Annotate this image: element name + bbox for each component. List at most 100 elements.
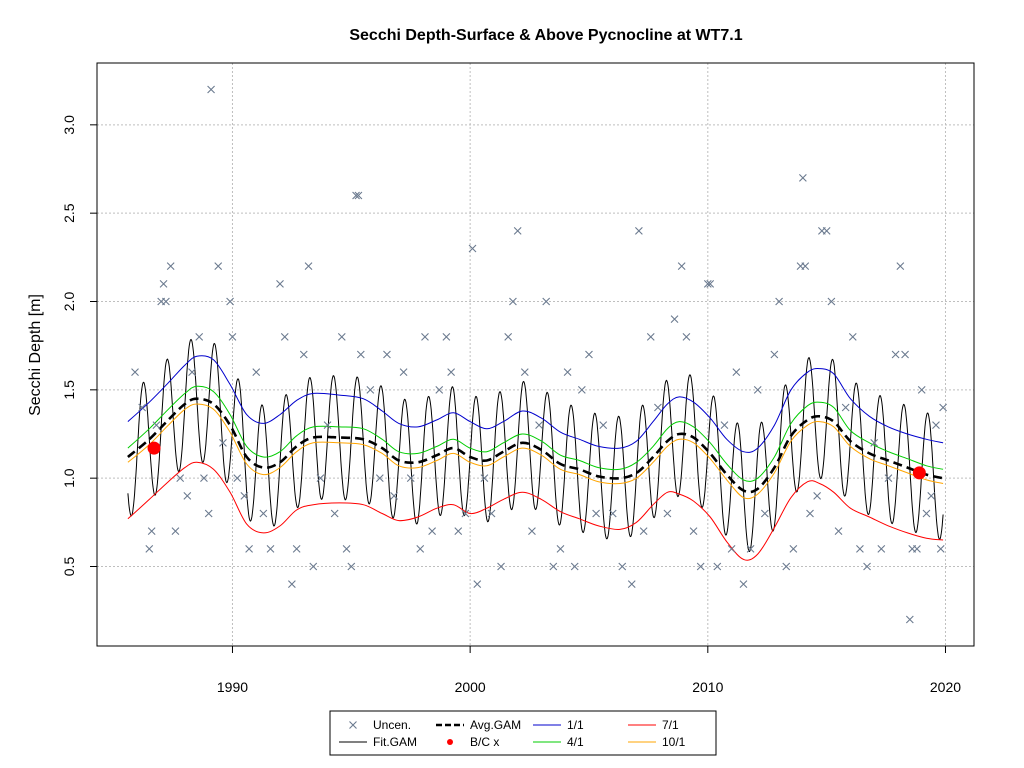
observation-point [520, 368, 529, 377]
y-tick-label: 0.5 [61, 557, 77, 577]
observation-point [316, 474, 325, 483]
observation-point [732, 368, 741, 377]
observation-point [309, 562, 318, 571]
observation-point [416, 544, 425, 553]
observation-point [487, 509, 496, 518]
observation-point [226, 297, 234, 306]
observation-point [528, 527, 536, 536]
observation-point [228, 332, 237, 341]
series-line-ci-7-1 [127, 461, 944, 561]
observation-point [556, 544, 565, 553]
observation-point [549, 562, 558, 571]
observation-point [577, 385, 586, 394]
bc-x-point [912, 466, 926, 480]
legend-entry-ci-7-1: 7/1 [628, 718, 679, 732]
observation-point [877, 544, 886, 553]
observation-point [713, 562, 722, 571]
observation-point [188, 368, 196, 377]
observation-point [233, 474, 242, 483]
observation-point [689, 527, 698, 536]
observation-point [204, 509, 213, 518]
observation-point [936, 544, 945, 553]
observation-point [827, 297, 836, 306]
legend-label-bc-x: B/C x [470, 735, 499, 749]
y-tick-label: 2.0 [61, 292, 77, 312]
legend-label-avg-gam: Avg.GAM [470, 718, 521, 732]
observation-point [563, 368, 572, 377]
observation-point [727, 544, 736, 553]
observation-point [670, 315, 679, 324]
x-tick-label: 2020 [930, 679, 961, 695]
observation-point [884, 474, 893, 483]
legend-entries: Uncen. Avg.GAM 1/1 7/1 Fit.GAM B/C x 4/1 10/1 [339, 718, 686, 749]
observation-point [841, 403, 850, 412]
legend-swatch-bc-x [447, 739, 453, 745]
observation-point [280, 332, 289, 341]
observation-point [399, 368, 408, 377]
observation-point [207, 85, 215, 94]
observation-point [634, 226, 643, 235]
observation-point [435, 385, 444, 394]
observation-point [746, 544, 755, 553]
legend-entry-uncen: Uncen. [349, 718, 411, 732]
observation-point [162, 297, 170, 306]
observation-point [696, 562, 705, 571]
observation-point [428, 527, 437, 536]
observation-point [354, 191, 363, 200]
series-line-ci-4-1 [127, 385, 944, 482]
avg-gam-line [127, 397, 944, 494]
observation-point [473, 580, 482, 589]
observation-point [592, 509, 600, 518]
observation-point [782, 562, 791, 571]
observation-point [375, 474, 384, 483]
observation-point [497, 562, 505, 571]
legend-label-fit-gam: Fit.GAM [373, 735, 417, 749]
x-tick-label: 2010 [692, 679, 723, 695]
legend-entry-avg-gam: Avg.GAM [436, 718, 521, 732]
observation-point [366, 385, 375, 394]
observation-point [654, 403, 662, 412]
observation-layer [131, 85, 947, 624]
observation-point [917, 385, 926, 394]
observation-point [834, 527, 843, 536]
y-tick-label: 2.5 [61, 203, 77, 223]
observation-point [245, 544, 253, 553]
legend-entry-fit-gam: Fit.GAM [339, 735, 417, 749]
observation-point [288, 580, 296, 589]
observation-point [542, 297, 551, 306]
observation-point [383, 350, 391, 359]
observation-point [131, 368, 139, 377]
observation-point [927, 491, 936, 500]
legend-label-ci-4-1: 4/1 [567, 735, 584, 749]
observation-point [347, 562, 356, 571]
observation-point [706, 279, 715, 288]
observation-point [848, 332, 857, 341]
observation-point [406, 474, 415, 483]
observation-point [266, 544, 275, 553]
observation-point [703, 279, 712, 288]
observation-point [913, 544, 921, 553]
observation-point [480, 474, 489, 483]
observation-point [447, 368, 456, 377]
observation-point [171, 527, 180, 536]
observation-point [356, 350, 365, 359]
observation-point [304, 262, 313, 271]
observation-point [822, 226, 831, 235]
observation-point [813, 491, 822, 500]
observation-point [147, 527, 156, 536]
observation-point [720, 421, 729, 430]
observation-point [504, 332, 513, 341]
observation-point [138, 403, 147, 412]
series-line-ci-1-1 [127, 355, 944, 453]
legend-label-ci-10-1: 10/1 [662, 735, 686, 749]
observation-point [801, 262, 810, 271]
observation-point [798, 173, 807, 182]
observation-point [323, 421, 332, 430]
observation-point [599, 421, 608, 430]
observation-point [421, 332, 429, 341]
observation-point [753, 385, 762, 394]
legend-entry-ci-1-1: 1/1 [533, 718, 584, 732]
observation-point [770, 350, 779, 359]
